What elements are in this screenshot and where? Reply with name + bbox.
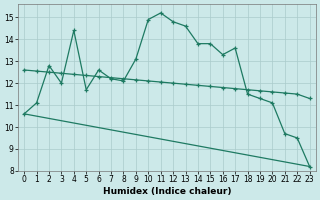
X-axis label: Humidex (Indice chaleur): Humidex (Indice chaleur): [103, 187, 231, 196]
